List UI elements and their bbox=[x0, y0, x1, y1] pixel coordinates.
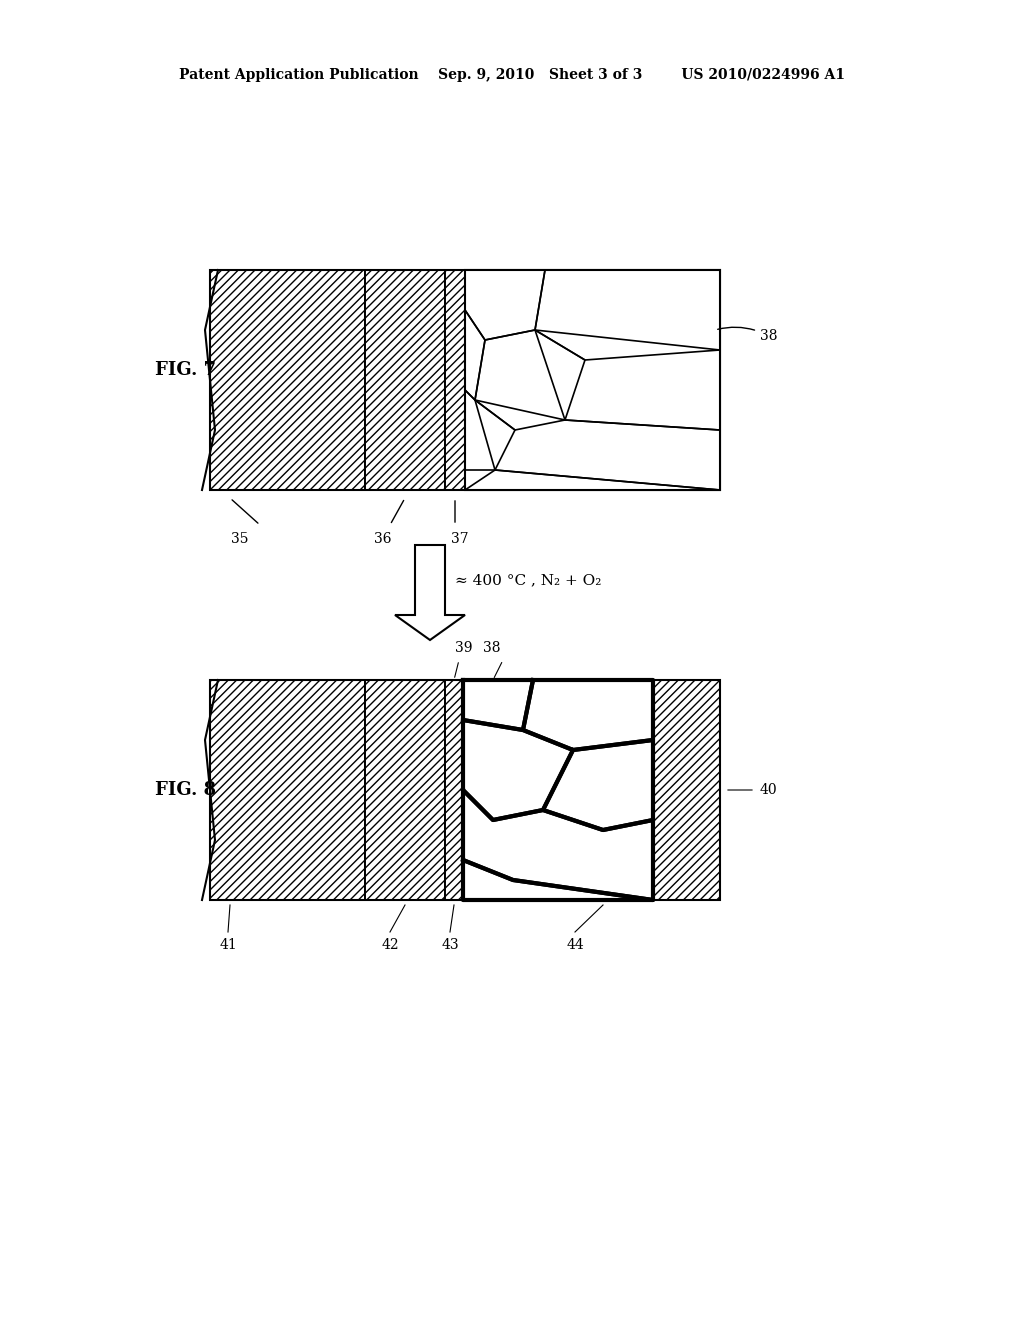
Bar bbox=[210, 271, 720, 490]
Text: 38: 38 bbox=[718, 327, 777, 343]
Text: 38: 38 bbox=[483, 642, 501, 655]
Text: 35: 35 bbox=[231, 532, 249, 546]
Text: 42: 42 bbox=[381, 939, 398, 952]
Bar bbox=[653, 680, 720, 900]
Bar bbox=[445, 271, 465, 490]
Text: 36: 36 bbox=[374, 532, 392, 546]
Text: 39: 39 bbox=[455, 642, 472, 655]
Text: 37: 37 bbox=[452, 532, 469, 546]
Bar bbox=[210, 680, 720, 900]
Bar bbox=[210, 680, 365, 900]
Text: 44: 44 bbox=[566, 939, 584, 952]
Text: 43: 43 bbox=[441, 939, 459, 952]
Bar bbox=[365, 680, 445, 900]
Text: 40: 40 bbox=[760, 783, 777, 797]
Text: FIG. 7: FIG. 7 bbox=[155, 360, 216, 379]
Bar bbox=[445, 680, 463, 900]
Text: FIG. 8: FIG. 8 bbox=[155, 781, 216, 799]
Text: 41: 41 bbox=[219, 939, 237, 952]
Bar bbox=[365, 271, 445, 490]
Text: Patent Application Publication    Sep. 9, 2010   Sheet 3 of 3        US 2010/022: Patent Application Publication Sep. 9, 2… bbox=[179, 69, 845, 82]
Text: ≈ 400 °C , N₂ + O₂: ≈ 400 °C , N₂ + O₂ bbox=[455, 573, 601, 587]
Polygon shape bbox=[395, 545, 465, 640]
Bar bbox=[210, 271, 365, 490]
Bar bbox=[463, 680, 653, 900]
Bar bbox=[465, 271, 720, 490]
